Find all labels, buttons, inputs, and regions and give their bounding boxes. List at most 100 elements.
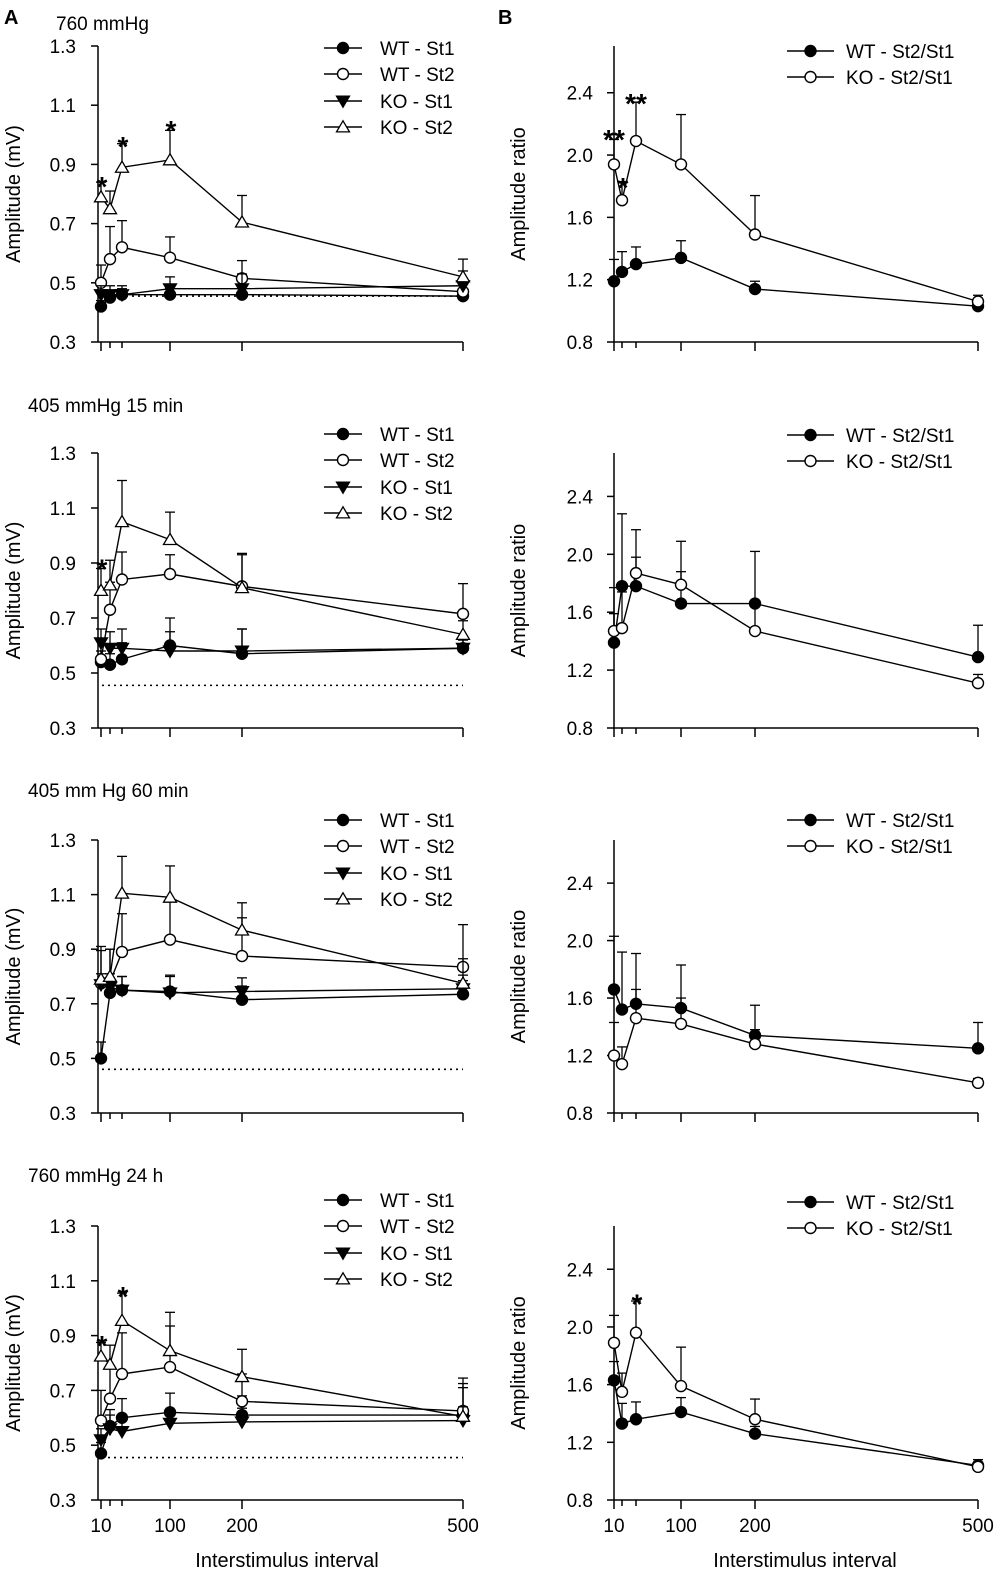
chart-b3-series-1-point-4 bbox=[748, 1037, 762, 1051]
chart-a4-y-tick-label-3: 0.9 bbox=[50, 1327, 76, 1348]
chart-a3-legend: WT - St1 WT - St2 KO - St1 KO - St2 bbox=[324, 811, 455, 911]
chart-a2-series-1-point-3 bbox=[163, 567, 177, 581]
chart-b4-series-0-line bbox=[613, 1380, 979, 1467]
chart-a3-legend-label-2: KO - St1 bbox=[380, 864, 453, 885]
chart-a3-legend-marker-2 bbox=[335, 867, 351, 881]
chart-a1-legend-marker-3 bbox=[335, 119, 351, 133]
chart-a3-y-tick-label-2: 0.7 bbox=[50, 995, 76, 1016]
chart-b4-series-1-point-3 bbox=[674, 1379, 688, 1393]
chart-a4-series-1 bbox=[94, 1325, 470, 1427]
chart-a2-y-tick-label-5: 1.3 bbox=[50, 444, 76, 465]
panel-letter-b: B bbox=[498, 7, 512, 29]
chart-a2-y-tick-label-0: 0.3 bbox=[50, 719, 76, 740]
chart-b1-series-1-point-5 bbox=[971, 295, 985, 308]
chart-a3-y-axis-title: Amplitude (mV) bbox=[3, 908, 25, 1046]
chart-a3-series-0 bbox=[94, 974, 470, 1065]
chart-a2-legend: WT - St1 WT - St2 KO - St1 KO - St2 bbox=[324, 425, 455, 525]
chart-b1-series-1-point-4 bbox=[748, 228, 762, 241]
chart-a1-series-2-line bbox=[101, 285, 464, 296]
chart-b4-series-0-point-2 bbox=[629, 1413, 643, 1426]
chart-a2-legend-marker-2 bbox=[335, 481, 351, 495]
chart-a4-y-tick-label-2: 0.7 bbox=[50, 1381, 76, 1402]
chart-a4-series-0 bbox=[94, 1387, 470, 1460]
chart-a1-legend-label-2: KO - St1 bbox=[380, 92, 453, 113]
chart-b1-series-0-line bbox=[613, 257, 979, 307]
chart-a4-series-3-point-0 bbox=[93, 1348, 109, 1362]
chart-b3-y-tick-label-1: 1.2 bbox=[567, 1047, 593, 1068]
chart-b1-legend-marker-1 bbox=[804, 70, 817, 84]
chart-a1-series-1-point-1 bbox=[103, 252, 117, 266]
chart-b1-series-1-point-0 bbox=[607, 158, 621, 171]
chart-a1-series-2-point-2 bbox=[114, 289, 130, 303]
chart-a3-series-3-point-4 bbox=[234, 922, 250, 936]
chart-a1-series-1-point-3 bbox=[163, 251, 177, 264]
chart-a2-legend-label-2: KO - St1 bbox=[380, 478, 453, 499]
chart-a4-legend: WT - St1 WT - St2 KO - St1 KO - St2 bbox=[324, 1191, 455, 1291]
chart-a3-y-tick-label-5: 1.3 bbox=[50, 831, 76, 852]
chart-b2-y-tick-label-2: 1.6 bbox=[567, 603, 593, 624]
chart-a3-series-1-point-2 bbox=[115, 945, 129, 959]
chart-b3-legend: WT - St2/St1 KO - St2/St1 bbox=[787, 811, 954, 858]
chart-a3-series-1-point-3 bbox=[163, 933, 177, 946]
chart-b2-y-tick-label-1: 1.2 bbox=[567, 661, 593, 682]
chart-a2-y-tick-label-2: 0.7 bbox=[50, 609, 76, 630]
chart-a4-series-3-point-3 bbox=[162, 1343, 178, 1357]
chart-a3-series-3-point-2 bbox=[114, 885, 130, 899]
chart-a1-series-3 bbox=[93, 129, 471, 283]
chart-a1-series-1-line bbox=[100, 246, 464, 293]
chart-a2-y-tick-label-4: 1.1 bbox=[50, 499, 76, 520]
chart-a2-series-3-point-2 bbox=[114, 514, 130, 528]
chart-a2-legend-marker-0 bbox=[336, 427, 350, 441]
chart-b2-series-0-point-0 bbox=[607, 636, 621, 649]
chart-b3-y-axis-title: Amplitude ratio bbox=[508, 910, 530, 1043]
chart-a2-legend-marker-3 bbox=[335, 505, 351, 519]
chart-a1-series-3-line bbox=[100, 159, 464, 278]
chart-a2-legend-label-3: KO - St2 bbox=[380, 504, 453, 525]
chart-a4-series-3-point-4 bbox=[234, 1369, 250, 1383]
chart-b3-series-1-point-0 bbox=[607, 1049, 621, 1062]
chart-a4-series-1-point-2 bbox=[115, 1367, 129, 1381]
chart-a3-legend-label-3: KO - St2 bbox=[380, 890, 453, 911]
chart-a2-title: 405 mmHg 15 min bbox=[28, 396, 183, 417]
chart-b3-series-0-point-5 bbox=[971, 1042, 985, 1055]
chart-b2-y-axis-title: Amplitude ratio bbox=[508, 524, 530, 657]
chart-b4-x-tick-label-0: 10 bbox=[603, 1516, 624, 1537]
chart-a2-series-2-point-3 bbox=[162, 645, 178, 659]
chart-a3-series-2-point-2 bbox=[114, 984, 130, 998]
chart-b1-series-0-point-3 bbox=[674, 251, 688, 265]
chart-a1-legend-label-1: WT - St2 bbox=[380, 65, 455, 86]
chart-a2-y-tick-label-1: 0.5 bbox=[50, 664, 76, 685]
chart-a1-legend-label-0: WT - St1 bbox=[380, 39, 455, 60]
chart-b3: 0.8 1.2 1.6 2.0 2.4 Amplitude ratio WT - St2/S… bbox=[508, 811, 985, 1125]
chart-b4-legend-marker-1 bbox=[804, 1221, 817, 1235]
chart-a4-series-3 bbox=[93, 1292, 471, 1422]
chart-b3-y-tick-label-3: 2.0 bbox=[567, 932, 593, 953]
chart-a2-legend-label-0: WT - St1 bbox=[380, 425, 455, 446]
chart-a4-title: 760 mmHg 24 h bbox=[28, 1166, 163, 1187]
chart-a3-series-3-point-5 bbox=[455, 975, 471, 989]
chart-a4-series-2-point-1 bbox=[102, 1423, 118, 1437]
chart-b4-series-0 bbox=[607, 1360, 985, 1472]
chart-a1-y-tick-label-1: 0.5 bbox=[50, 274, 76, 295]
chart-b1-series-1 bbox=[607, 101, 985, 308]
chart-b3-legend-marker-0 bbox=[804, 813, 817, 827]
chart-a2-legend-label-1: WT - St2 bbox=[380, 451, 455, 472]
chart-a2-series-2-point-2 bbox=[114, 642, 130, 656]
chart-b2-legend: WT - St2/St1 KO - St2/St1 bbox=[787, 426, 954, 473]
chart-b3-series-1-point-2 bbox=[629, 1011, 643, 1025]
chart-a1-series-0 bbox=[94, 288, 470, 313]
chart-a2-series-3 bbox=[93, 479, 471, 641]
chart-a1-series-3-point-0 bbox=[93, 189, 109, 203]
chart-b4-series-0-point-3 bbox=[674, 1405, 688, 1419]
chart-a1-y-tick-label-0: 0.3 bbox=[50, 333, 76, 354]
chart-b1-legend-label-0: WT - St2/St1 bbox=[846, 42, 954, 63]
chart-a3-series-3-point-1 bbox=[102, 969, 118, 983]
chart-a4-annotation-1: * bbox=[118, 1281, 129, 1312]
chart-a1-series-3-point-5 bbox=[455, 269, 471, 283]
chart-b3-legend-label-0: WT - St2/St1 bbox=[846, 811, 954, 832]
chart-b4-legend-label-0: WT - St2/St1 bbox=[846, 1193, 954, 1214]
chart-a1-series-3-point-3 bbox=[162, 152, 178, 166]
chart-b4-series-1-line bbox=[613, 1331, 979, 1468]
chart-b2-series-0-point-3 bbox=[674, 597, 688, 610]
chart-a1-series-3-point-4 bbox=[234, 214, 250, 228]
